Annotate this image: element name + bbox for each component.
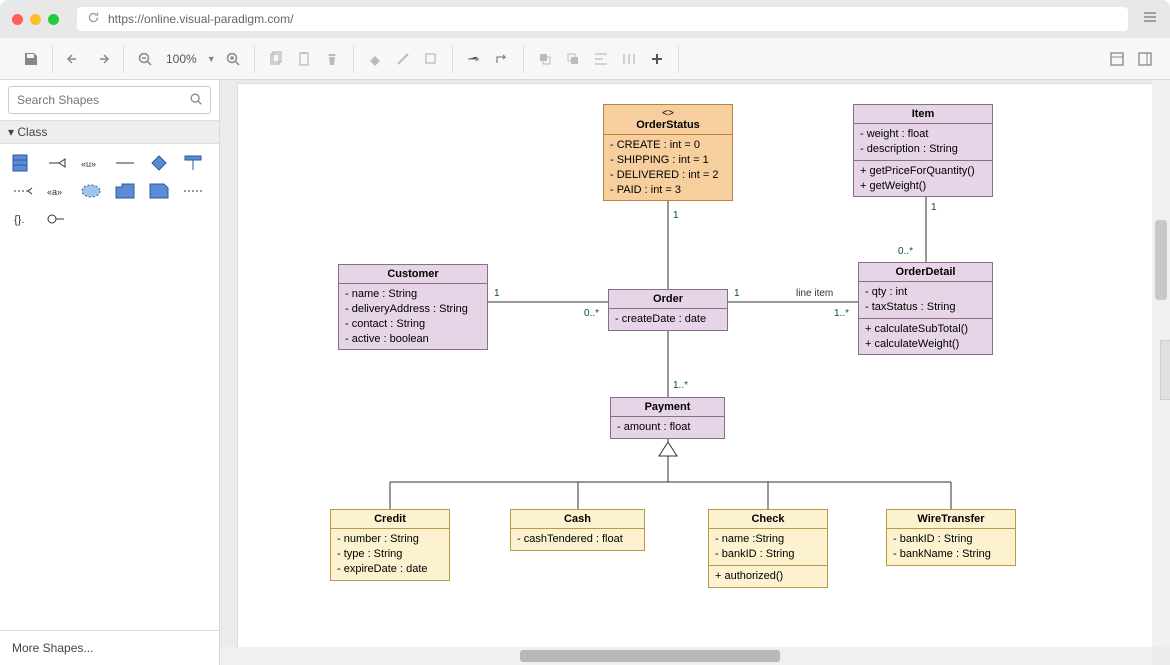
minimize-window-icon[interactable] xyxy=(30,14,41,25)
uml-class-order[interactable]: Order- createDate : date xyxy=(608,289,728,331)
uml-class-check[interactable]: Check- name :String- bankID : String+ au… xyxy=(708,509,828,588)
menu-icon[interactable] xyxy=(1142,9,1158,30)
copy-icon[interactable] xyxy=(265,48,287,70)
traffic-lights xyxy=(12,14,59,25)
uml-class-orderdetail[interactable]: OrderDetail- qty : int- taxStatus : Stri… xyxy=(858,262,993,355)
more-shapes-link[interactable]: More Shapes... xyxy=(0,630,219,665)
svg-text:{}.: {}. xyxy=(14,214,24,226)
pal-class-icon[interactable] xyxy=(10,152,36,174)
zoom-level[interactable]: 100% xyxy=(162,52,201,66)
search-icon[interactable] xyxy=(189,92,203,109)
pal-usage-icon[interactable]: «u» xyxy=(78,152,104,174)
uml-class-item[interactable]: Item- weight : float- description : Stri… xyxy=(853,104,993,197)
uml-class-payment[interactable]: Payment- amount : float xyxy=(610,397,725,439)
to-front-icon[interactable] xyxy=(534,48,556,70)
delete-icon[interactable] xyxy=(321,48,343,70)
shadow-icon[interactable] xyxy=(420,48,442,70)
uml-class-wiretransfer[interactable]: WireTransfer- bankID : String- bankName … xyxy=(886,509,1016,566)
undo-icon[interactable] xyxy=(63,48,85,70)
browser-chrome: https://online.visual-paradigm.com/ xyxy=(0,0,1170,38)
pal-dependency-icon[interactable] xyxy=(10,180,36,202)
edge-label: 1 xyxy=(931,202,937,213)
stroke-icon[interactable] xyxy=(392,48,414,70)
pal-package-icon[interactable] xyxy=(112,180,138,202)
reload-icon[interactable] xyxy=(87,11,100,27)
diagram-canvas[interactable]: <>OrderStatus- CREATE : int = 0- SHIPPIN… xyxy=(238,84,1152,647)
maximize-window-icon[interactable] xyxy=(48,14,59,25)
distribute-icon[interactable] xyxy=(618,48,640,70)
edge-label: line item xyxy=(796,288,833,299)
search-shapes-input[interactable] xyxy=(8,86,211,114)
zoom-chevron-icon[interactable]: ▼ xyxy=(207,54,216,64)
save-icon[interactable] xyxy=(20,48,42,70)
svg-text:«a»: «a» xyxy=(47,187,62,197)
edge-label: 1..* xyxy=(834,308,849,319)
connector-elbow-icon[interactable] xyxy=(491,48,513,70)
pal-constraint-icon[interactable]: {}. xyxy=(10,208,36,230)
edge-label: 0..* xyxy=(898,246,913,257)
pal-aggregation-icon[interactable] xyxy=(146,152,172,174)
zoom-out-icon[interactable] xyxy=(134,48,156,70)
edge-label: 1 xyxy=(494,288,500,299)
uml-class-credit[interactable]: Credit- number : String- type : String- … xyxy=(330,509,450,581)
uml-class-customer[interactable]: Customer- name : String- deliveryAddress… xyxy=(338,264,488,350)
url-text: https://online.visual-paradigm.com/ xyxy=(108,12,293,26)
connector-straight-icon[interactable] xyxy=(463,48,485,70)
align-icon[interactable] xyxy=(590,48,612,70)
fill-icon[interactable] xyxy=(364,48,386,70)
pal-abstraction-icon[interactable]: «a» xyxy=(44,180,70,202)
pal-note-icon[interactable] xyxy=(146,180,172,202)
pal-generalization-icon[interactable] xyxy=(44,152,70,174)
edge-label: 0..* xyxy=(584,308,599,319)
redo-icon[interactable] xyxy=(91,48,113,70)
edge-label: 1 xyxy=(734,288,740,299)
to-back-icon[interactable] xyxy=(562,48,584,70)
format-panel-collapse[interactable] xyxy=(1160,340,1170,400)
shape-palette: «u» «a» {}. xyxy=(0,144,219,238)
add-icon[interactable] xyxy=(646,48,668,70)
edge-label: 1..* xyxy=(673,380,688,391)
pal-anchor-icon[interactable] xyxy=(180,180,206,202)
svg-text:«u»: «u» xyxy=(81,159,96,169)
uml-class-cash[interactable]: Cash- cashTendered : float xyxy=(510,509,645,551)
zoom-in-icon[interactable] xyxy=(222,48,244,70)
paste-icon[interactable] xyxy=(293,48,315,70)
pal-interface-icon[interactable] xyxy=(180,152,206,174)
outline-panel-icon[interactable] xyxy=(1106,48,1128,70)
sidebar: ▾ Class «u» «a» {}. More Shapes... xyxy=(0,80,220,665)
uml-class-orderstatus[interactable]: <>OrderStatus- CREATE : int = 0- SHIPPIN… xyxy=(603,104,733,201)
pal-realization-icon[interactable] xyxy=(44,208,70,230)
app-toolbar: 100% ▼ xyxy=(0,38,1170,80)
sidebar-section-class[interactable]: ▾ Class xyxy=(0,120,219,144)
pal-association-icon[interactable] xyxy=(112,152,138,174)
horizontal-scrollbar[interactable] xyxy=(220,647,1152,665)
close-window-icon[interactable] xyxy=(12,14,23,25)
pal-collaboration-icon[interactable] xyxy=(78,180,104,202)
vscroll-thumb[interactable] xyxy=(1155,220,1167,300)
edge-label: 1 xyxy=(673,210,679,221)
hscroll-thumb[interactable] xyxy=(520,650,780,662)
url-bar[interactable]: https://online.visual-paradigm.com/ xyxy=(77,7,1128,31)
canvas-area: <>OrderStatus- CREATE : int = 0- SHIPPIN… xyxy=(220,80,1170,665)
format-panel-icon[interactable] xyxy=(1134,48,1156,70)
